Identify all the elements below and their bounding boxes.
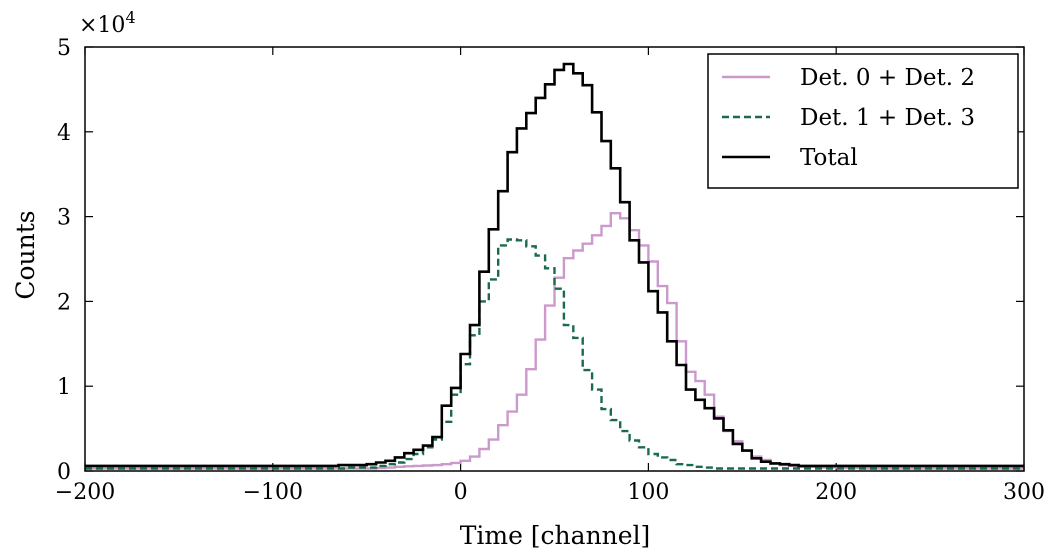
x-tick-label: 300 xyxy=(1003,480,1045,505)
x-tick-label: 0 xyxy=(454,480,468,505)
tick-labels: −200 −100 0 100 200 300 0 1 2 3 4 5 xyxy=(55,36,1045,505)
series-line-2 xyxy=(85,62,1024,468)
legend-label-0: Det. 0 + Det. 2 xyxy=(800,65,975,91)
y-axis-multiplier: ×104 xyxy=(79,8,136,38)
series-line-1 xyxy=(85,238,1024,470)
series-layer xyxy=(85,62,1024,470)
y-tick-label: 4 xyxy=(57,121,71,146)
x-tick-label: 100 xyxy=(627,480,669,505)
x-axis-label: Time [channel] xyxy=(460,521,651,550)
x-tick-label: −200 xyxy=(55,480,115,505)
x-tick-label: −100 xyxy=(243,480,303,505)
x-tick-label: 200 xyxy=(815,480,857,505)
y-axis-label: Counts xyxy=(11,210,40,299)
legend: Det. 0 + Det. 2 Det. 1 + Det. 3 Total xyxy=(707,53,1019,189)
y-tick-label: 1 xyxy=(57,375,71,400)
y-tick-label: 5 xyxy=(57,36,71,61)
legend-label-2: Total xyxy=(800,145,858,171)
legend-label-1: Det. 1 + Det. 3 xyxy=(800,105,975,131)
series-line-0 xyxy=(85,212,1024,470)
y-tick-label: 3 xyxy=(57,206,71,231)
y-tick-label: 2 xyxy=(57,290,71,315)
y-tick-label: 0 xyxy=(57,460,71,485)
plot-frame xyxy=(84,46,1025,472)
